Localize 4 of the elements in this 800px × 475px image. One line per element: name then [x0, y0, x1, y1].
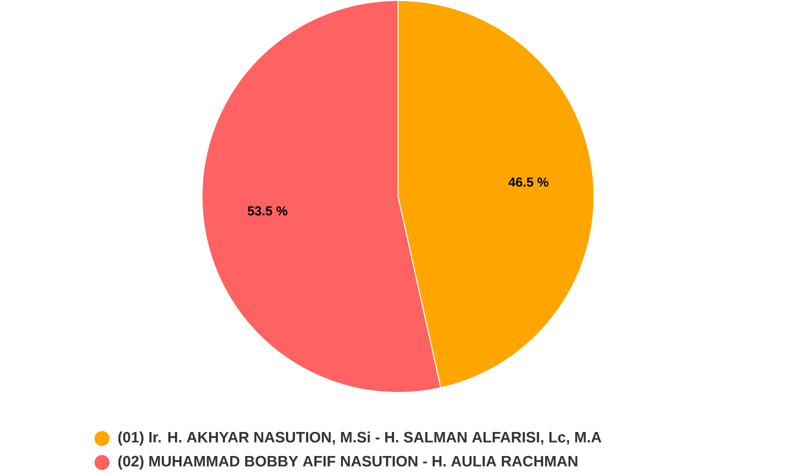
legend-label: (01) Ir. H. AKHYAR NASUTION, M.Si - H. SALMAN ALFARISI, Lc, M.A: [118, 431, 602, 446]
data-label: 46.5 %: [508, 177, 548, 186]
legend-label: (02) MUHAMMAD BOBBY AFIF NASUTION - H. AULIA RACHMAN: [118, 455, 578, 470]
data-label: 53.5 %: [248, 206, 288, 216]
